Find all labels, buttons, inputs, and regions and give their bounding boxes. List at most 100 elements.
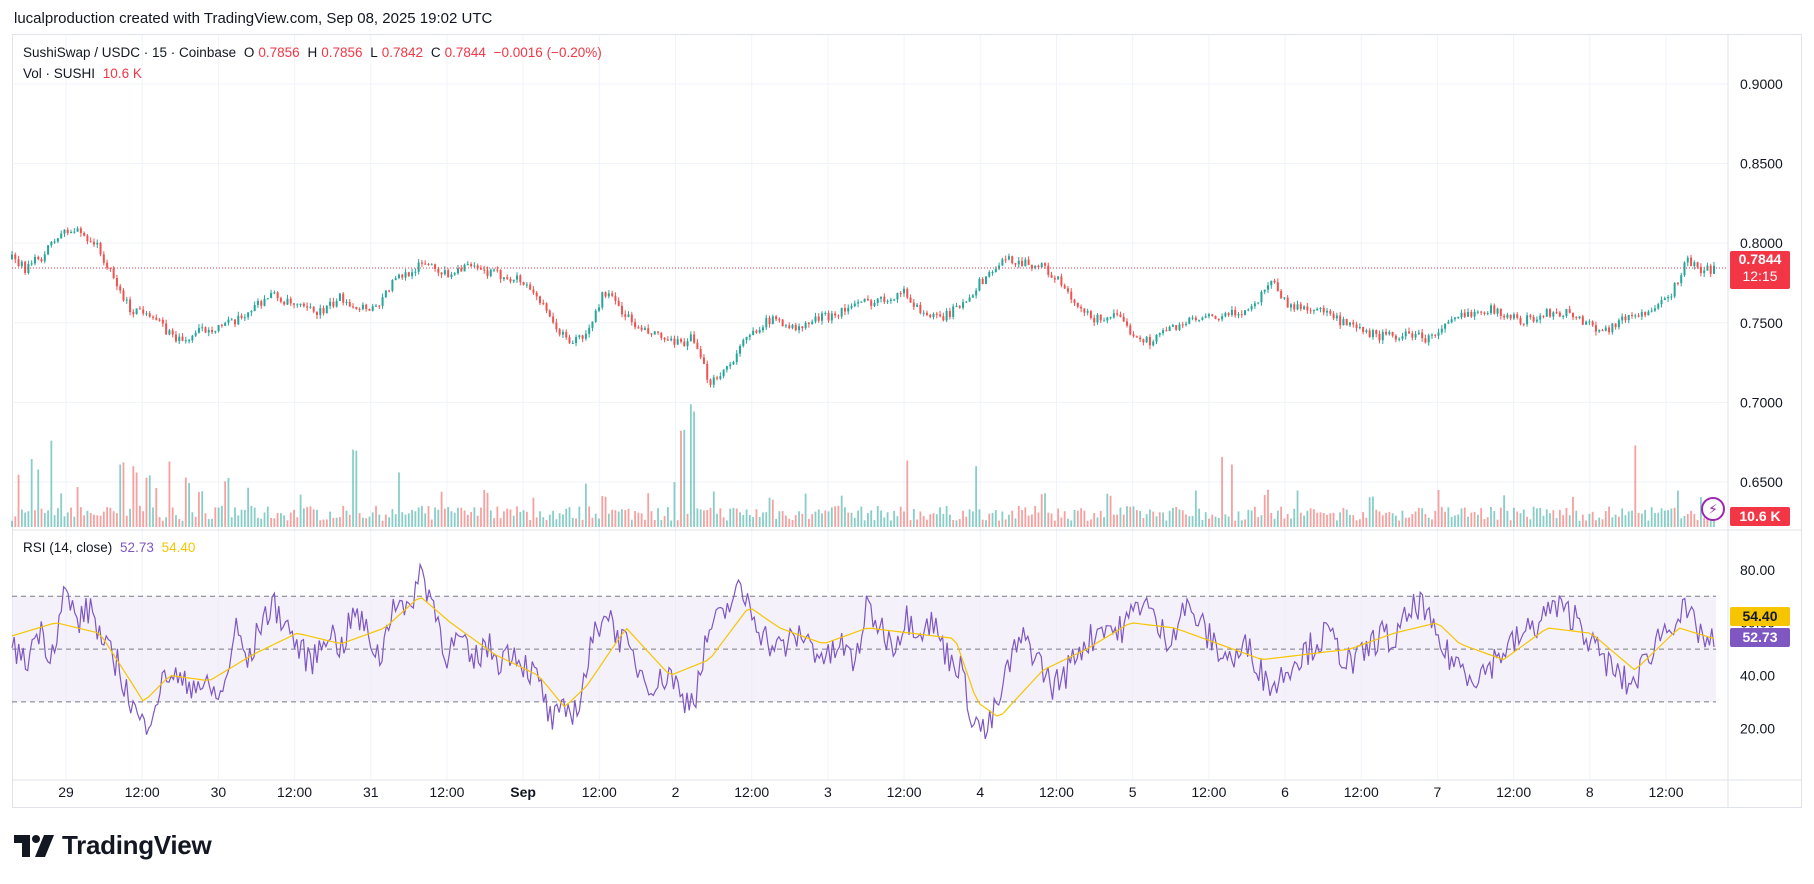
volume-bar	[1106, 493, 1109, 527]
candle-body	[1358, 327, 1361, 329]
volume-bar	[1493, 510, 1496, 527]
candle-body	[27, 263, 30, 274]
volume-bar	[873, 520, 876, 527]
volume-bar	[489, 510, 492, 527]
candle-body	[322, 308, 325, 314]
volume-bar	[1463, 507, 1466, 527]
tradingview-brand[interactable]: TradingView	[14, 830, 212, 861]
volume-bar	[611, 509, 614, 527]
candle-body	[673, 338, 676, 345]
candle-body	[1519, 317, 1522, 324]
volume-bar	[765, 512, 768, 527]
candle-body	[11, 254, 13, 260]
candle-body	[401, 274, 404, 278]
volume-bar	[20, 509, 23, 527]
low-value: 0.7842	[381, 45, 424, 60]
volume-bar	[207, 519, 210, 527]
candle-body	[227, 319, 230, 323]
candle-body	[63, 229, 66, 234]
candle-body	[217, 325, 220, 331]
candle-body	[929, 314, 932, 318]
candle-body	[417, 262, 420, 272]
volume-bar	[588, 506, 591, 527]
candle-body	[1473, 311, 1476, 317]
volume-bar	[1660, 508, 1663, 527]
volume-bar	[1368, 497, 1371, 527]
volume-bar	[916, 519, 919, 527]
volume-bar	[378, 514, 381, 527]
candle-body	[1450, 319, 1453, 323]
volume-bar	[152, 507, 154, 527]
candle-body	[693, 334, 696, 343]
candle-body	[211, 329, 214, 333]
candle-body	[1490, 305, 1493, 314]
candle-body	[1089, 311, 1092, 318]
volume-bar	[106, 507, 109, 527]
candle-body	[516, 275, 519, 280]
volume-bar	[1185, 514, 1187, 527]
candle-body	[807, 322, 810, 324]
candle-body	[1571, 312, 1574, 318]
candle-body	[106, 262, 109, 268]
lightning-icon[interactable]: ⚡	[1701, 497, 1725, 521]
candle-body	[1221, 316, 1224, 320]
candle-body	[594, 310, 597, 322]
candle-body	[1499, 308, 1502, 316]
candle-body	[1594, 325, 1597, 332]
volume-bar	[1394, 515, 1397, 527]
candle-body	[984, 276, 987, 285]
volume-bar	[401, 512, 404, 527]
volume-bar	[644, 519, 646, 527]
candle-body	[1257, 302, 1260, 304]
candle-body	[375, 305, 378, 307]
volume-bar	[1014, 518, 1017, 527]
rsi-legend[interactable]: RSI (14, close) 52.73 54.40	[23, 540, 199, 555]
volume-bar	[1198, 508, 1201, 527]
volume-bar	[834, 506, 837, 527]
volume-bar	[630, 519, 633, 527]
candle-body	[591, 321, 594, 328]
candle-body	[253, 304, 256, 312]
candle-body	[456, 268, 459, 274]
candle-body	[1650, 310, 1653, 312]
candle-body	[1326, 310, 1329, 313]
volume-bar	[1083, 510, 1086, 527]
candle-body	[906, 288, 909, 298]
time-axis-tick: 8	[1586, 784, 1594, 800]
candle-body	[1663, 298, 1666, 301]
volume-bar	[496, 506, 499, 527]
candle-body	[755, 330, 758, 333]
volume-bar	[227, 477, 230, 527]
volume-bar	[935, 514, 938, 527]
candle-body	[1329, 310, 1332, 314]
volume-bar	[870, 510, 873, 527]
candle-body	[630, 314, 633, 323]
candle-body	[66, 229, 69, 234]
volume-bar	[37, 469, 40, 527]
volume-bar	[1476, 514, 1479, 527]
candle-body	[1030, 264, 1033, 269]
time-axis-tick: 29	[58, 784, 74, 800]
candle-body	[33, 256, 36, 264]
volume-bar	[939, 507, 941, 527]
candle-body	[1470, 312, 1473, 317]
volume-legend[interactable]: Vol · SUSHI 10.6 K	[23, 66, 146, 81]
candle-body	[1260, 291, 1263, 303]
volume-bar	[398, 472, 400, 527]
candle-body	[1496, 308, 1499, 314]
volume-bar	[1096, 517, 1099, 527]
candle-body	[552, 316, 555, 323]
candle-body	[1562, 316, 1565, 318]
candle-body	[1680, 275, 1683, 284]
candle-body	[233, 319, 236, 325]
candle-body	[102, 254, 105, 263]
volume-bar	[430, 519, 433, 527]
volume-bar	[1250, 510, 1253, 527]
candle-body	[568, 337, 571, 344]
volume-bar	[1526, 516, 1528, 527]
volume-bar	[1070, 520, 1073, 527]
volume-bar	[693, 411, 696, 527]
symbol-legend[interactable]: SushiSwap / USDC · 15 · Coinbase O 0.7856…	[23, 45, 606, 60]
volume-bar	[493, 518, 495, 527]
